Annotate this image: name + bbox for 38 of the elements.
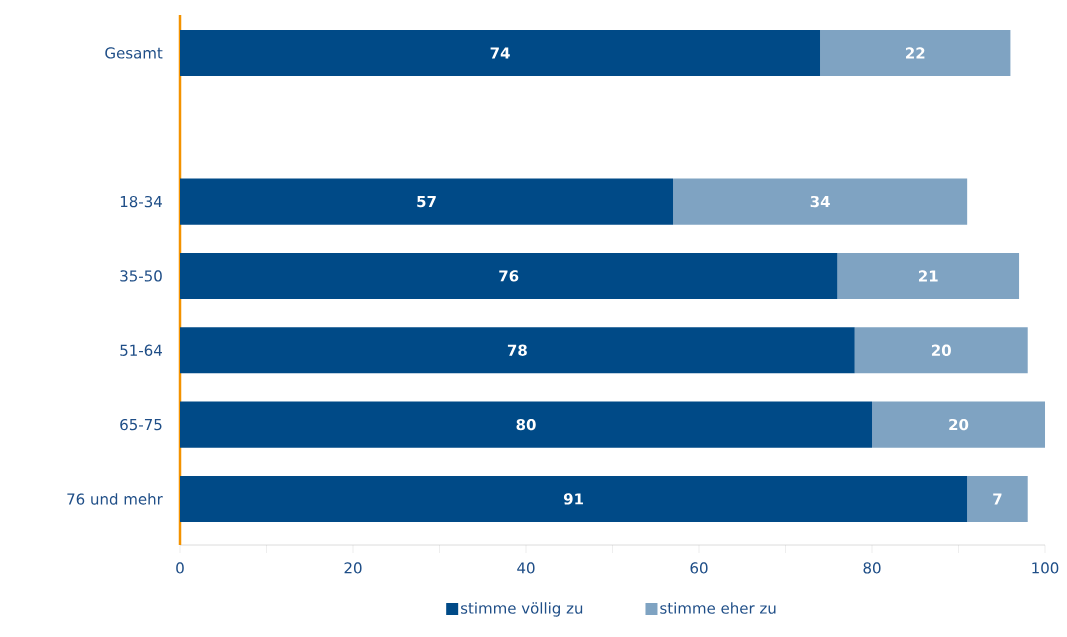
data-label: 20: [949, 418, 969, 431]
data-label: 74: [490, 47, 510, 59]
y-tick-label: 51-64: [120, 344, 162, 356]
data-label: 22: [906, 47, 925, 59]
data-label: 34: [810, 195, 830, 208]
y-tick-label: 35-50: [120, 270, 162, 282]
legend-label: stimme völlig zu: [460, 602, 583, 617]
x-tick-label: 40: [517, 562, 535, 574]
bar: [180, 178, 674, 225]
y-tick-label: Gesamt: [105, 47, 163, 59]
data-label: 80: [516, 418, 536, 431]
x-tick-label: 20: [344, 562, 362, 574]
x-tick-label: 0: [176, 562, 184, 574]
bar: [180, 401, 873, 448]
bar: [820, 29, 1011, 76]
bar: [872, 401, 1046, 448]
bar: [854, 327, 1028, 374]
data-label: 7: [993, 493, 1002, 505]
x-tick-label: 60: [690, 562, 708, 574]
data-label: 20: [931, 344, 951, 356]
legend-label: stimme eher zu: [660, 602, 776, 614]
y-tick-label: 65-75: [120, 418, 162, 431]
data-label: 76: [499, 270, 519, 282]
x-tick-label: 100: [1032, 562, 1059, 574]
x-tick-label: 80: [863, 562, 881, 574]
data-label: 57: [417, 196, 436, 208]
data-label: 91: [563, 493, 583, 505]
data-label: 21: [918, 270, 938, 282]
bar: [180, 475, 968, 522]
bar: [967, 475, 1028, 522]
data-label: 78: [507, 344, 527, 356]
y-tick-label: 18-34: [120, 195, 162, 208]
bar: [673, 178, 968, 225]
bar: [180, 327, 855, 374]
bar: [180, 29, 821, 76]
bar: [837, 252, 1020, 299]
bar: [180, 252, 838, 299]
y-tick-label: 76 und mehr: [67, 493, 163, 505]
